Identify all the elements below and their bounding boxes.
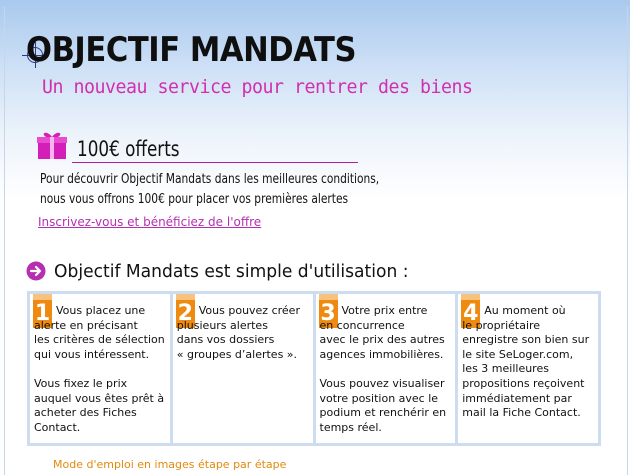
step-card-2: 2 Vous pouvez créer plusieurs alertes da…	[172, 294, 313, 443]
user-guide-link[interactable]: Mode d'emploi en images étape par étape	[53, 458, 287, 471]
step-tab	[33, 294, 52, 300]
crosshair-icon	[22, 42, 48, 68]
step-text: Au moment où le propriétaire enregistre …	[462, 304, 590, 420]
step-tab	[318, 294, 338, 300]
step-card-3: 3 Votre prix entre en concurrence avec l…	[315, 294, 456, 443]
step-number: 2	[175, 300, 195, 328]
section-title: Objectif Mandats est simple d'utilisatio…	[54, 261, 409, 282]
offer-line-2: nous vous offrons 100€ pour placer vos p…	[40, 192, 349, 207]
step-text: Vous pouvez créer plusieurs alertes dans…	[176, 304, 300, 361]
step-number: 4	[461, 300, 481, 328]
offer-title: 100€ offerts	[77, 137, 180, 161]
step-tab	[175, 294, 195, 300]
step-number: 1	[33, 300, 52, 328]
arrow-right-circle-icon	[26, 261, 46, 281]
page-frame	[4, 6, 628, 475]
steps-panel: 1 Vous placez une alerte en précisant le…	[27, 291, 601, 446]
offer-divider	[72, 162, 358, 163]
step-card-1: 1 Vous placez une alerte en précisant le…	[30, 294, 170, 443]
step-tab	[461, 294, 481, 300]
offer-description: Pour découvrir Objectif Mandats dans les…	[40, 170, 379, 210]
offer-line-1: Pour découvrir Objectif Mandats dans les…	[40, 172, 380, 187]
step-text: Vous placez une alerte en précisant les …	[34, 304, 165, 434]
signup-offer-link[interactable]: Inscrivez-vous et bénéficiez de l'offre	[38, 215, 262, 229]
gift-icon	[37, 132, 67, 159]
step-card-4: 4 Au moment où le propriétaire enregistr…	[458, 294, 598, 443]
step-number: 3	[318, 300, 338, 328]
page-title: OBJECTIF MANDATS	[26, 30, 357, 70]
page-subtitle: Un nouveau service pour rentrer des bien…	[42, 76, 473, 98]
step-text: Votre prix entre en concurrence avec le …	[319, 304, 447, 434]
